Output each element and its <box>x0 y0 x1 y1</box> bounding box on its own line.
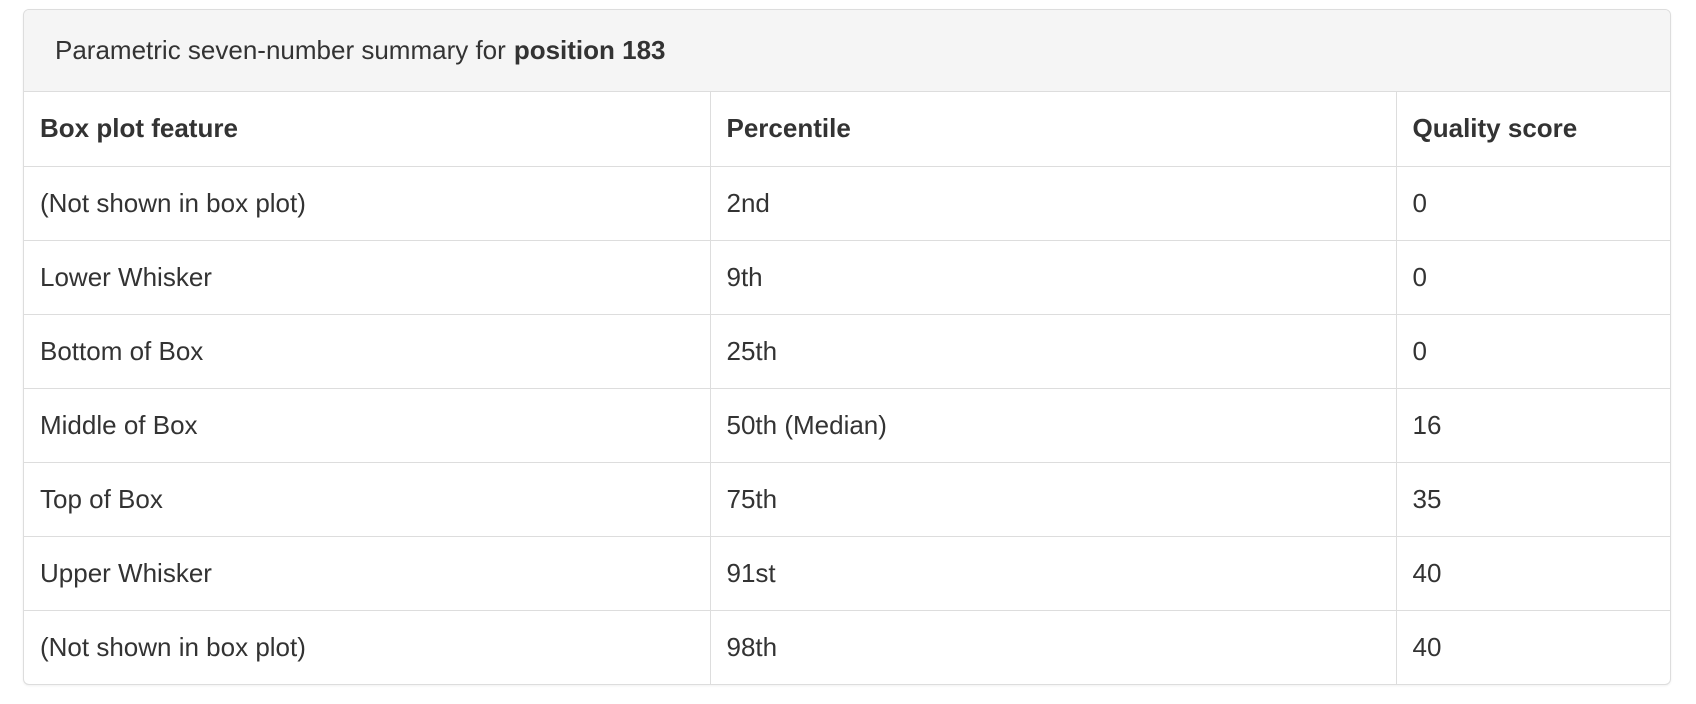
cell-percentile: 75th <box>710 462 1397 537</box>
cell-percentile: 25th <box>710 314 1397 389</box>
header-quality-score: Quality score <box>1396 92 1670 167</box>
cell-quality-score: 40 <box>1412 631 1442 662</box>
cell-feature: Upper Whisker <box>24 536 711 611</box>
cell-quality-score: 40 <box>1396 536 1670 611</box>
cell-feature: (Not shown in box plot) <box>24 610 711 684</box>
table-row: (Not shown in box plot) 2nd 0 <box>24 166 1670 241</box>
cell-feature: (Not shown in box plot) <box>24 166 711 241</box>
cell-quality-score: 0 <box>1396 166 1670 241</box>
cell-percentile: 2nd <box>710 166 1397 241</box>
cell-quality-score: 0 <box>1396 240 1670 315</box>
table-row: Middle of Box 50th (Median) 16 <box>24 388 1670 463</box>
cell-percentile: 50th (Median) <box>710 388 1397 463</box>
cell-feature: Lower Whisker <box>24 240 711 315</box>
cell-quality-score: 16 <box>1396 388 1670 463</box>
cell-feature: Middle of Box <box>24 388 711 463</box>
panel-heading: Parametric seven-number summary for posi… <box>24 10 1670 92</box>
panel-heading-text: Parametric seven-number summary for <box>55 35 506 65</box>
panel-heading-position: position 183 <box>513 35 666 65</box>
header-percentile: Percentile <box>710 92 1397 167</box>
header-box-plot-feature: Box plot feature <box>24 92 711 167</box>
cell-percentile: 9th <box>710 240 1397 315</box>
cell-feature: Top of Box <box>24 462 711 537</box>
cell-percentile: 98th <box>710 610 1397 684</box>
table-header-row: Box plot feature Percentile Quality scor… <box>24 92 1670 167</box>
table-row: (Not shown in box plot) 98th 40 <box>24 610 1670 684</box>
table-row: Lower Whisker 9th 0 <box>24 240 1670 315</box>
table-row: Top of Box 75th 35 <box>24 462 1670 537</box>
seven-number-summary-table: Box plot feature Percentile Quality scor… <box>24 92 1670 684</box>
cell-quality-score: 0 <box>1396 314 1670 389</box>
cell-feature: Bottom of Box <box>24 314 711 389</box>
table-row: Bottom of Box 25th 0 <box>24 314 1670 389</box>
summary-panel: Parametric seven-number summary for posi… <box>23 9 1671 685</box>
cell-quality-score: 35 <box>1396 462 1670 537</box>
cell-percentile: 91st <box>710 536 1397 611</box>
table-row: Upper Whisker 91st 40 <box>24 536 1670 611</box>
